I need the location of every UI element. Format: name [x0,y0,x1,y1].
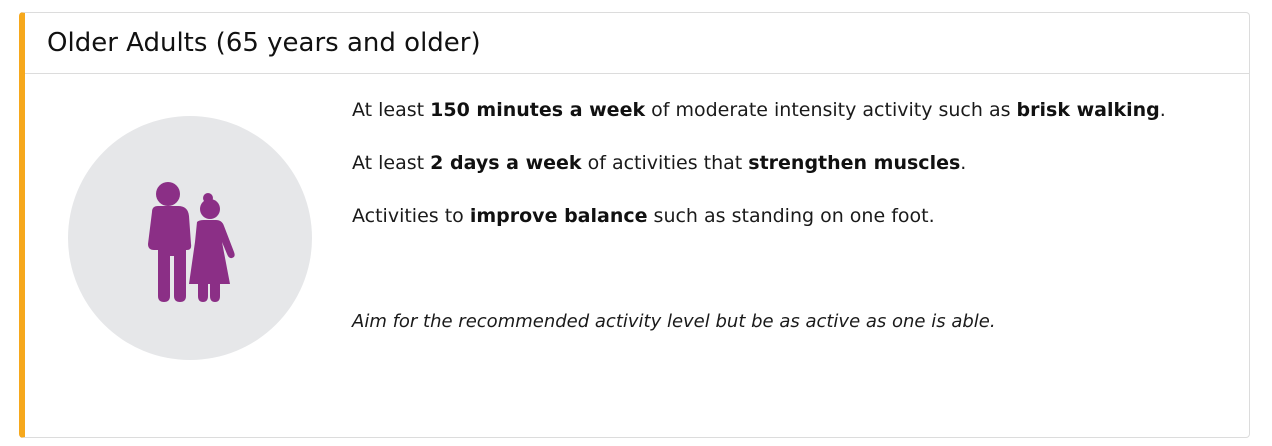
card-title: Older Adults (65 years and older) [47,28,481,58]
recommendation-balance: Activities to improve balance such as st… [352,203,1222,230]
older-couple-icon [148,182,235,302]
rec-highlight: brisk walking [1016,99,1160,121]
older-adults-card: Older Adults (65 years and older) At lea… [19,12,1250,438]
recommendation-muscle: At least 2 days a week of activities tha… [352,150,1222,177]
rec-text: At least [352,152,431,174]
rec-highlight: improve balance [469,205,648,227]
rec-text: such as standing on one foot. [647,205,935,227]
recommendation-aerobic: At least 150 minutes a week of moderate … [352,97,1222,124]
card-header: Older Adults (65 years and older) [25,13,1249,74]
rec-highlight: 150 minutes a week [430,99,646,121]
rec-highlight: strengthen muscles [748,152,961,174]
rec-text: . [1159,99,1166,121]
rec-text: At least [352,99,431,121]
rec-text: of moderate intensity activity such as [645,99,1017,121]
activity-note: Aim for the recommended activity level b… [352,311,996,332]
rec-text: . [960,152,967,174]
rec-text: of activities that [581,152,749,174]
recommendations-list: At least 150 minutes a week of moderate … [352,97,1222,256]
rec-text: Activities to [352,205,470,227]
rec-highlight: 2 days a week [430,152,582,174]
illustration-circle [68,116,312,360]
